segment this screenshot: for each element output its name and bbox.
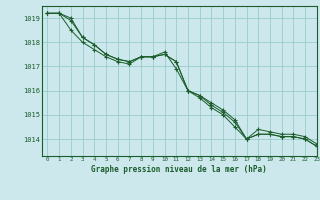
X-axis label: Graphe pression niveau de la mer (hPa): Graphe pression niveau de la mer (hPa) (91, 165, 267, 174)
